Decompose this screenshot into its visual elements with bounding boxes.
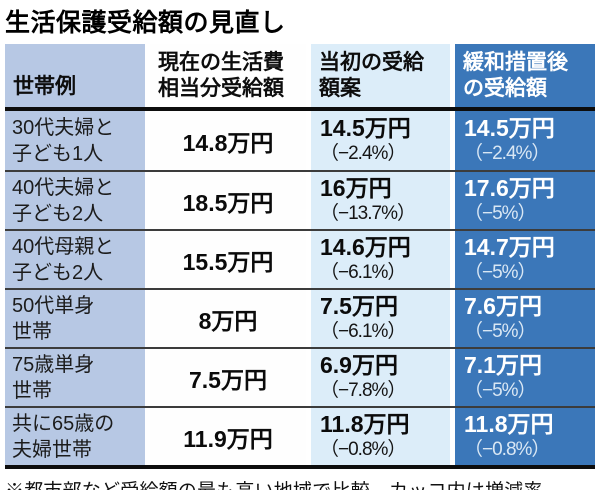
- footnote: ※都市部など受給額の最も高い地域で比較。カッコ内は増減率: [5, 476, 600, 490]
- header-relaxed-line2: の受給額: [463, 76, 547, 100]
- household-line2: 世帯: [12, 320, 52, 343]
- initial-amount: 14.6万円: [320, 234, 411, 260]
- table-row: 40代母親と 子ども2人 15.5万円 14.6万円 （−6.1%） 14.7万…: [5, 229, 595, 288]
- household-cell: 40代夫婦と 子ども2人: [5, 172, 145, 229]
- current-amount: 11.9万円: [183, 425, 273, 452]
- household-line2: 子ども2人: [12, 261, 104, 284]
- header-cell-household: 世帯例: [5, 44, 145, 107]
- current-amount: 7.5万円: [189, 366, 267, 393]
- current-amount-cell: 7.5万円: [150, 349, 306, 406]
- table-row: 50代単身 世帯 8万円 7.5万円 （−6.1%） 7.6万円 （−5%）: [5, 288, 595, 347]
- household-line1: 共に65歳の: [12, 412, 115, 435]
- household-line1: 50代単身: [12, 294, 95, 317]
- household-cell: 40代母親と 子ども2人: [5, 231, 145, 288]
- initial-amount-cell: 14.6万円 （−6.1%）: [311, 231, 450, 288]
- header-household-label: 世帯例: [13, 75, 76, 98]
- table-row: 共に65歳の 夫婦世帯 11.9万円 11.8万円 （−0.8%） 11.8万円…: [5, 406, 595, 465]
- household-line1: 30代夫婦と: [12, 116, 115, 139]
- initial-amount: 16万円: [320, 175, 392, 201]
- page-title: 生活保護受給額の見直し: [5, 9, 286, 37]
- initial-amount-cell: 6.9万円 （−7.8%）: [311, 349, 450, 406]
- header-initial-line2: 額案: [319, 76, 361, 100]
- header-cell-current: 現在の生活費 相当分受給額: [150, 44, 306, 107]
- current-amount-cell: 11.9万円: [150, 408, 306, 465]
- initial-amount-cell: 14.5万円 （−2.4%）: [311, 111, 450, 170]
- relaxed-change-pct: （−2.4%）: [464, 143, 550, 164]
- initial-change-pct: （−6.1%）: [320, 321, 406, 342]
- current-amount: 8万円: [198, 307, 258, 334]
- header-relaxed-line1: 緩和措置後: [463, 50, 568, 74]
- header-current-line2: 相当分受給額: [158, 76, 284, 100]
- header-cell-relaxed: 緩和措置後 の受給額: [455, 44, 595, 107]
- initial-change-pct: （−7.8%）: [320, 380, 406, 401]
- header-divider-rule: [5, 107, 595, 111]
- header-cell-initial: 当初の受給 額案: [311, 44, 450, 107]
- current-amount: 14.8万円: [182, 129, 274, 156]
- initial-amount-cell: 16万円 （−13.7%）: [311, 172, 450, 229]
- household-line2: 夫婦世帯: [12, 438, 92, 461]
- household-cell: 共に65歳の 夫婦世帯: [5, 408, 145, 465]
- initial-amount-cell: 7.5万円 （−6.1%）: [311, 290, 450, 347]
- current-amount: 18.5万円: [182, 189, 274, 216]
- household-cell: 30代夫婦と 子ども1人: [5, 111, 145, 170]
- header-initial-line1: 当初の受給: [319, 50, 424, 74]
- relaxed-amount-cell: 7.1万円 （−5%）: [455, 349, 595, 406]
- relaxed-amount-cell: 14.7万円 （−5%）: [455, 231, 595, 288]
- relaxed-amount-cell: 7.6万円 （−5%）: [455, 290, 595, 347]
- header-current-line1: 現在の生活費: [158, 50, 284, 74]
- relaxed-amount: 7.1万円: [464, 352, 542, 378]
- current-amount-cell: 18.5万円: [150, 172, 306, 229]
- household-line1: 40代母親と: [12, 235, 115, 258]
- household-line1: 40代夫婦と: [12, 176, 115, 199]
- initial-change-pct: （−13.7%）: [320, 203, 416, 224]
- table-row: 30代夫婦と 子ども1人 14.8万円 14.5万円 （−2.4%） 14.5万…: [5, 111, 595, 170]
- household-line2: 子ども2人: [12, 202, 104, 225]
- relaxed-amount-cell: 11.8万円 （−0.8%）: [455, 408, 595, 465]
- relaxed-change-pct: （−5%）: [464, 380, 537, 401]
- table-bottom-rule: [5, 465, 595, 469]
- relaxed-amount: 11.8万円: [464, 411, 554, 437]
- current-amount-cell: 8万円: [150, 290, 306, 347]
- relaxed-change-pct: （−5%）: [464, 203, 537, 224]
- initial-change-pct: （−2.4%）: [320, 143, 406, 164]
- welfare-benefits-infographic: 生活保護受給額の見直し 世帯例 現在の生活費 相当分受給額 当初の受給 額案 緩…: [0, 3, 600, 490]
- relaxed-change-pct: （−5%）: [464, 262, 537, 283]
- initial-amount: 6.9万円: [320, 352, 398, 378]
- table-header-row: 世帯例 現在の生活費 相当分受給額 当初の受給 額案 緩和措置後 の受給額: [5, 44, 595, 107]
- initial-change-pct: （−6.1%）: [320, 262, 406, 283]
- current-amount-cell: 15.5万円: [150, 231, 306, 288]
- relaxed-change-pct: （−5%）: [464, 321, 537, 342]
- relaxed-amount-cell: 17.6万円 （−5%）: [455, 172, 595, 229]
- initial-amount: 11.8万円: [320, 411, 410, 437]
- relaxed-amount-cell: 14.5万円 （−2.4%）: [455, 111, 595, 170]
- benefits-table: 世帯例 現在の生活費 相当分受給額 当初の受給 額案 緩和措置後 の受給額 30…: [5, 44, 595, 469]
- household-line2: 子ども1人: [12, 142, 104, 165]
- relaxed-amount: 7.6万円: [464, 293, 542, 319]
- initial-amount: 7.5万円: [320, 293, 398, 319]
- household-line2: 世帯: [12, 379, 52, 402]
- household-cell: 75歳単身 世帯: [5, 349, 145, 406]
- initial-change-pct: （−0.8%）: [320, 439, 406, 460]
- household-cell: 50代単身 世帯: [5, 290, 145, 347]
- initial-amount: 14.5万円: [320, 115, 411, 141]
- relaxed-amount: 14.7万円: [464, 234, 555, 260]
- table-row: 75歳単身 世帯 7.5万円 6.9万円 （−7.8%） 7.1万円 （−5%）: [5, 347, 595, 406]
- relaxed-change-pct: （−0.8%）: [464, 439, 550, 460]
- table-row: 40代夫婦と 子ども2人 18.5万円 16万円 （−13.7%） 17.6万円…: [5, 170, 595, 229]
- relaxed-amount: 17.6万円: [464, 175, 555, 201]
- current-amount-cell: 14.8万円: [150, 111, 306, 170]
- initial-amount-cell: 11.8万円 （−0.8%）: [311, 408, 450, 465]
- relaxed-amount: 14.5万円: [464, 115, 555, 141]
- household-line1: 75歳単身: [12, 353, 95, 376]
- current-amount: 15.5万円: [182, 248, 274, 275]
